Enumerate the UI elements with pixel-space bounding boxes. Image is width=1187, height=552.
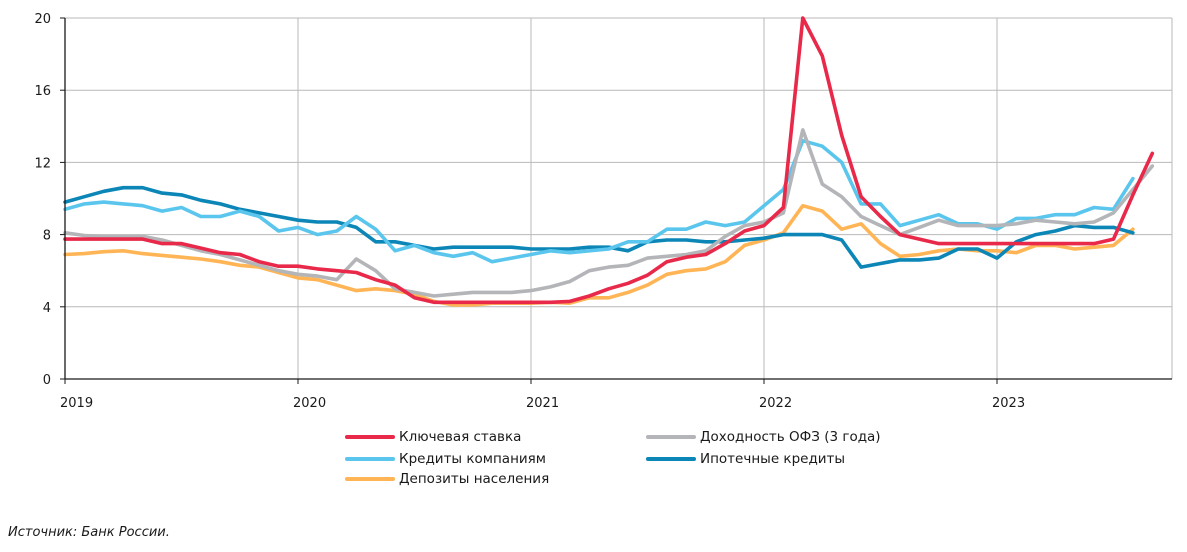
x-tick-label-2020: 2020 (293, 396, 326, 411)
series-layer (63, 16, 1155, 307)
x-tick-label-2021: 2021 (526, 396, 559, 411)
series-line-key-rate (63, 16, 1155, 305)
series-line-ofz-yield (63, 128, 1155, 298)
series-line-mortgage-loans (63, 185, 1135, 269)
y-tick-label-4: 4 (43, 301, 51, 316)
x-tick-label-2019: 2019 (60, 396, 93, 411)
y-tick-label-0: 0 (43, 373, 51, 388)
x-tick-label-2023: 2023 (992, 396, 1025, 411)
x-tick-label-2022: 2022 (759, 396, 792, 411)
y-tick-label-16: 16 (34, 84, 51, 99)
tick-labels: 0 4 8 12 16 20 2019 2020 2021 2022 2023 (34, 12, 1025, 411)
axes (60, 17, 1172, 384)
y-tick-label-12: 12 (34, 156, 51, 171)
y-tick-label-8: 8 (43, 229, 51, 244)
grid (65, 17, 1173, 379)
source-note: Источник: Банк России. (8, 525, 170, 540)
series-line-corporate-loans (63, 138, 1135, 264)
y-tick-label-20: 20 (34, 12, 51, 27)
